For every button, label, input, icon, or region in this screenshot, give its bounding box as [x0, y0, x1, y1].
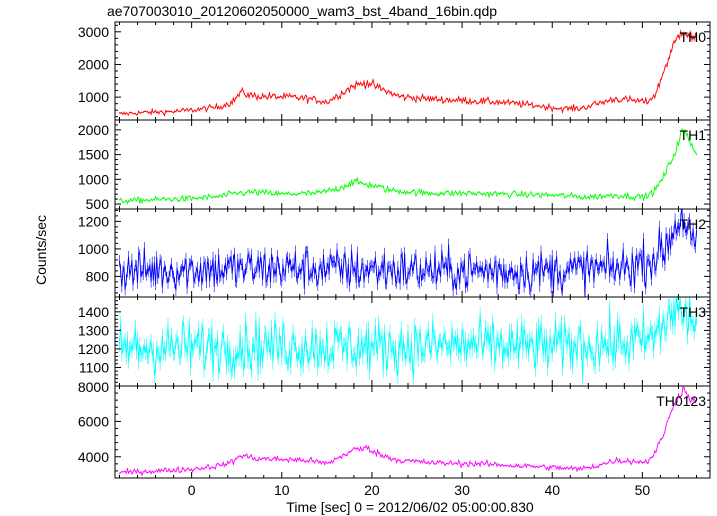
x-tick-label: 40 — [544, 482, 560, 498]
x-axis-label: Time [sec] 0 = 2012/06/02 05:00:00.830 — [286, 499, 534, 515]
panel-label-th0123: TH0123 — [656, 393, 706, 409]
series-line-th1 — [119, 129, 697, 205]
y-tick-label: 6000 — [78, 413, 109, 429]
panel-label-th2: TH2 — [680, 216, 707, 232]
y-tick-label: 1000 — [78, 241, 109, 257]
y-tick-label: 1200 — [78, 213, 109, 229]
y-tick-label: 1200 — [78, 341, 109, 357]
panel-frame — [114, 208, 711, 298]
panel-frame — [114, 385, 711, 479]
y-tick-label: 1000 — [78, 89, 109, 105]
panel-th3: 1100 1200 1300 1400 TH3 — [78, 296, 711, 387]
panel-label-th3: TH3 — [680, 304, 707, 320]
panel-th0: 1000 2000 3000 TH0 — [78, 21, 711, 121]
x-tick-label: 10 — [274, 482, 290, 498]
y-tick-label: 500 — [86, 196, 110, 212]
panel-frame — [114, 21, 711, 121]
y-tick-label: 800 — [86, 268, 110, 284]
series-line-th0 — [119, 31, 697, 117]
x-tick-labels: 0 10 20 30 40 50 — [188, 482, 651, 498]
x-tick-label: 30 — [454, 482, 470, 498]
error-bars-th0 — [119, 29, 697, 117]
y-tick-label: 1500 — [78, 147, 109, 163]
panel-th2: 800 1000 1200 TH2 — [78, 208, 711, 298]
y-tick-label: 3000 — [78, 24, 109, 40]
y-tick-label: 2000 — [78, 56, 109, 72]
x-tick-label: 0 — [188, 482, 196, 498]
panel-th1: 500 1000 1500 2000 TH1 — [78, 119, 711, 212]
x-tick-label: 50 — [635, 482, 651, 498]
panel-label-th0: TH0 — [680, 29, 707, 45]
y-tick-label: 1000 — [78, 171, 109, 187]
y-tick-label: 2000 — [78, 122, 109, 138]
y-tick-label: 4000 — [78, 449, 109, 465]
x-tick-label: 20 — [364, 482, 380, 498]
series-line-th3 — [119, 297, 697, 378]
chart-title: ae707003010_20120602050000_wam3_bst_4ban… — [107, 3, 497, 19]
y-tick-label: 1400 — [78, 304, 109, 320]
panel-label-th1: TH1 — [680, 127, 707, 143]
series-line-th0123 — [119, 386, 697, 477]
series-line-th2 — [119, 209, 697, 297]
error-bars-th0123 — [119, 386, 697, 476]
panel-th0123: 4000 6000 8000 TH0123 — [78, 379, 711, 479]
y-axis-label: Counts/sec — [33, 215, 49, 285]
y-tick-label: 1300 — [78, 322, 109, 338]
error-bars-th2 — [119, 209, 697, 297]
y-tick-label: 8000 — [78, 379, 109, 395]
y-tick-label: 1100 — [79, 359, 109, 375]
